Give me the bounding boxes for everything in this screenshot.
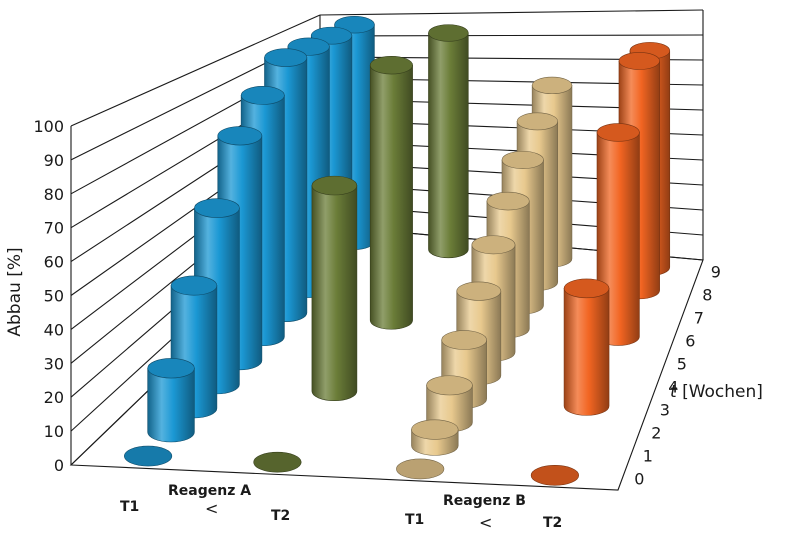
bar-cylinder-top	[217, 126, 263, 146]
z-axis-label: t [Wochen]	[670, 382, 763, 402]
y-tick-label: 40	[44, 320, 64, 339]
bar-cylinder	[369, 55, 413, 330]
y-tick-label: 90	[44, 151, 64, 170]
z-tick-label: 8	[702, 286, 712, 305]
comparison-symbol-b: <	[479, 513, 492, 532]
y-tick-label: 30	[44, 354, 64, 373]
z-tick-label: 1	[643, 447, 653, 466]
y-tick-label: 100	[33, 117, 64, 136]
bar-cylinder	[530, 465, 579, 486]
z-tick-label: 9	[711, 263, 721, 282]
bar-cylinder-base	[396, 458, 445, 480]
bar-cylinder-top	[531, 76, 573, 95]
bar-cylinder-top	[147, 358, 195, 379]
bar-cylinder	[396, 458, 445, 480]
category-label-b-t2: T2	[543, 515, 562, 531]
bar-cylinder-top	[426, 375, 473, 396]
group-label-a: Reagenz A	[168, 483, 251, 499]
bar-cylinder-base	[530, 465, 579, 486]
bar-cylinder-top	[516, 112, 559, 131]
bar-cylinder	[411, 419, 459, 456]
y-tick-label: 80	[44, 185, 64, 204]
z-tick-label: 3	[660, 401, 670, 420]
bar-cylinder-top	[501, 150, 544, 169]
z-tick-label: 4	[668, 378, 678, 397]
bar-cylinder-top	[456, 281, 502, 301]
group-label-b: Reagenz B	[443, 493, 526, 509]
z-axis-label-var: t	[670, 382, 678, 402]
bar-cylinder	[253, 451, 302, 473]
comparison-symbol-a: <	[205, 499, 218, 518]
back-wall-gridline	[319, 34, 704, 37]
y-axis-label: Abbau [%]	[5, 247, 25, 336]
y-tick-label: 70	[44, 219, 64, 238]
category-label-b-t1: T1	[405, 512, 424, 528]
bar-cylinder-top	[471, 235, 516, 255]
bar-cylinder-top	[369, 55, 413, 75]
bar-cylinder-top	[563, 278, 610, 299]
bar-cylinder-body	[428, 32, 469, 259]
bar-cylinder-base	[124, 445, 173, 467]
bar-cylinder	[311, 175, 358, 402]
bar-cylinder-top	[194, 198, 240, 218]
y-tick-label: 50	[44, 287, 64, 306]
category-label-a-t2: T2	[271, 508, 290, 524]
left-wall-gridline	[70, 14, 321, 127]
bar-cylinder-top	[486, 191, 530, 211]
bar-cylinder-base	[253, 451, 302, 473]
bar-cylinder-top	[170, 275, 218, 296]
bar-cylinder-top	[411, 419, 459, 440]
bar-cylinder	[441, 330, 487, 409]
bar-cylinder-top	[428, 24, 469, 42]
z-tick-label: 6	[685, 332, 695, 351]
bar-cylinder-top	[311, 175, 358, 196]
chart-bars	[124, 16, 671, 486]
bar-cylinder-top	[240, 86, 285, 105]
z-tick-label: 2	[651, 424, 661, 443]
z-axis-label-unit: [Wochen]	[677, 382, 763, 402]
axis-ticks: 0 10 20 30 40 50 60 70 80 90 100 0 1 2 3 4 5 6 7 8 9	[33, 117, 720, 489]
y-tick-label: 10	[44, 422, 64, 441]
bar-cylinder	[124, 445, 173, 467]
bar-cylinder	[563, 278, 610, 416]
z-tick-label: 0	[634, 470, 644, 489]
bar-cylinder-top	[618, 52, 660, 70]
bar-cylinder	[428, 24, 469, 259]
bar-cylinder-top	[441, 330, 487, 350]
y-tick-label: 0	[54, 456, 64, 475]
bar-cylinder-top	[596, 123, 640, 142]
category-label-a-t1: T1	[120, 499, 139, 515]
z-tick-label: 5	[677, 355, 687, 374]
bar-cylinder-body	[147, 367, 195, 443]
bar-cylinder-body	[311, 185, 358, 402]
bar-cylinder	[147, 358, 195, 443]
z-tick-label: 7	[694, 309, 704, 328]
bar-cylinder-body	[563, 288, 610, 416]
bar-cylinder-top	[264, 48, 308, 67]
bar-cylinder-body	[369, 64, 413, 330]
y-tick-label: 20	[44, 388, 64, 407]
back-wall-gridline	[319, 9, 704, 16]
y-tick-label: 60	[44, 253, 64, 272]
